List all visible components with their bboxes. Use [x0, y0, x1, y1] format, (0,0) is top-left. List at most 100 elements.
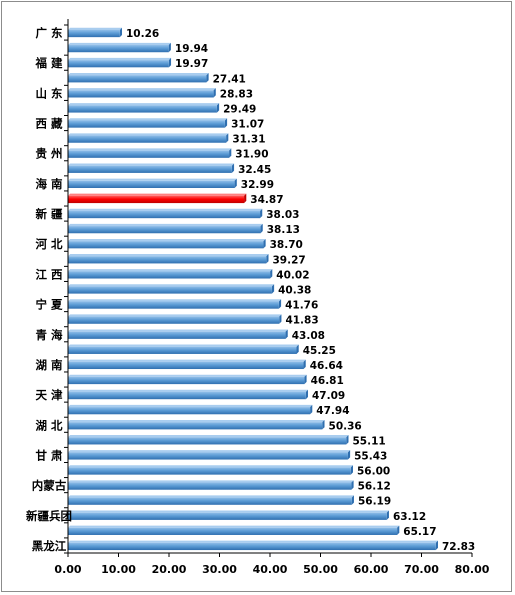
bar [68, 467, 351, 475]
bar-end-face [234, 178, 237, 188]
bar-group [68, 193, 247, 204]
bar-top-face [68, 103, 220, 106]
bar-end-face [224, 118, 228, 128]
bar [68, 422, 323, 430]
bar [68, 346, 297, 354]
bar-end-face [260, 208, 263, 219]
bar-group [68, 404, 313, 415]
bar [68, 301, 279, 309]
bar [68, 256, 267, 264]
bar-group [68, 103, 220, 113]
bar-end-face [229, 148, 232, 158]
bar-end-face [322, 419, 325, 430]
bar-top-face [68, 404, 313, 408]
category-label: 江 西 [35, 267, 63, 281]
bar-end-face [244, 193, 247, 204]
x-tick-label: 20.00 [152, 563, 187, 576]
category-label: 广 东 [35, 26, 63, 40]
bar-group [68, 254, 269, 264]
data-label: 46.81 [311, 375, 344, 387]
bar-top-face [68, 344, 299, 347]
x-tick-label: 50.00 [303, 563, 338, 576]
bar-top-face [68, 27, 123, 30]
bar [68, 241, 264, 249]
data-label: 38.13 [267, 224, 300, 236]
bar-end-face [279, 314, 282, 324]
bar [68, 210, 261, 219]
bar-group [68, 465, 353, 475]
bar-end-face [206, 73, 209, 83]
bar-group [68, 57, 172, 68]
category-label: 贵 州 [35, 147, 62, 161]
bar [68, 452, 348, 460]
bar-top-face [68, 238, 266, 242]
bar-end-face [346, 435, 349, 445]
category-label: 河 北 [35, 237, 63, 251]
bar-top-face [68, 450, 351, 453]
bar-top-face [68, 254, 269, 257]
bar [68, 527, 398, 535]
bar-end-face [119, 27, 123, 38]
bar-top-face [68, 419, 325, 423]
category-label: 湖 南 [35, 358, 63, 372]
category-label: 青 海 [35, 328, 63, 342]
category-label: 内蒙古 [32, 479, 67, 493]
bar-group [68, 450, 351, 460]
bar-group [68, 178, 237, 188]
bar-group [68, 148, 232, 158]
data-label: 41.76 [285, 300, 318, 312]
bar [68, 331, 286, 339]
bar [68, 45, 169, 53]
bar-top-face [68, 118, 228, 121]
category-label: 西 藏 [35, 117, 63, 131]
data-label: 27.41 [213, 73, 246, 85]
bar-group [68, 118, 228, 128]
bar-end-face [270, 269, 273, 279]
data-label: 40.38 [278, 285, 311, 297]
bar-end-face [278, 299, 282, 309]
category-label: 宁 夏 [35, 298, 63, 312]
bar-group [68, 540, 438, 551]
data-label: 39.27 [273, 254, 306, 266]
data-label: 47.94 [316, 405, 349, 417]
data-label: 46.64 [310, 360, 343, 372]
highlighted-bar [68, 195, 245, 204]
bar [68, 75, 207, 83]
bar-group [68, 223, 263, 234]
x-tick-label: 30.00 [202, 563, 237, 576]
data-label: 43.08 [292, 330, 325, 342]
data-label: 31.31 [232, 134, 265, 146]
bar [68, 376, 305, 385]
bar [68, 482, 352, 490]
bar-group [68, 525, 400, 535]
bar-top-face [68, 57, 172, 61]
bar-group [68, 73, 209, 83]
data-label: 41.83 [285, 315, 318, 327]
bar-top-face [68, 510, 389, 513]
bar-end-face [260, 223, 263, 234]
data-label: 56.19 [358, 496, 391, 508]
category-label: 甘 肃 [35, 448, 63, 462]
bar [68, 60, 169, 68]
x-tick-label: 40.00 [253, 563, 288, 576]
bar [68, 29, 120, 38]
data-label: 45.25 [303, 345, 336, 357]
bar-top-face [68, 329, 288, 332]
bar-group [68, 314, 282, 324]
bar-end-face [285, 329, 288, 339]
bar-top-face [68, 269, 273, 272]
data-label: 55.43 [354, 450, 387, 462]
bar-group [68, 480, 354, 490]
bar-group [68, 374, 307, 385]
bar-top-face [68, 73, 209, 76]
data-label: 63.12 [393, 511, 426, 523]
data-label: 32.99 [241, 179, 274, 191]
bar [68, 226, 261, 234]
x-tick-label: 10.00 [101, 563, 136, 576]
data-label: 65.17 [403, 526, 436, 538]
data-label: 19.94 [175, 43, 208, 55]
bar-group [68, 344, 299, 354]
bar-top-face [68, 42, 171, 46]
bar [68, 361, 304, 370]
